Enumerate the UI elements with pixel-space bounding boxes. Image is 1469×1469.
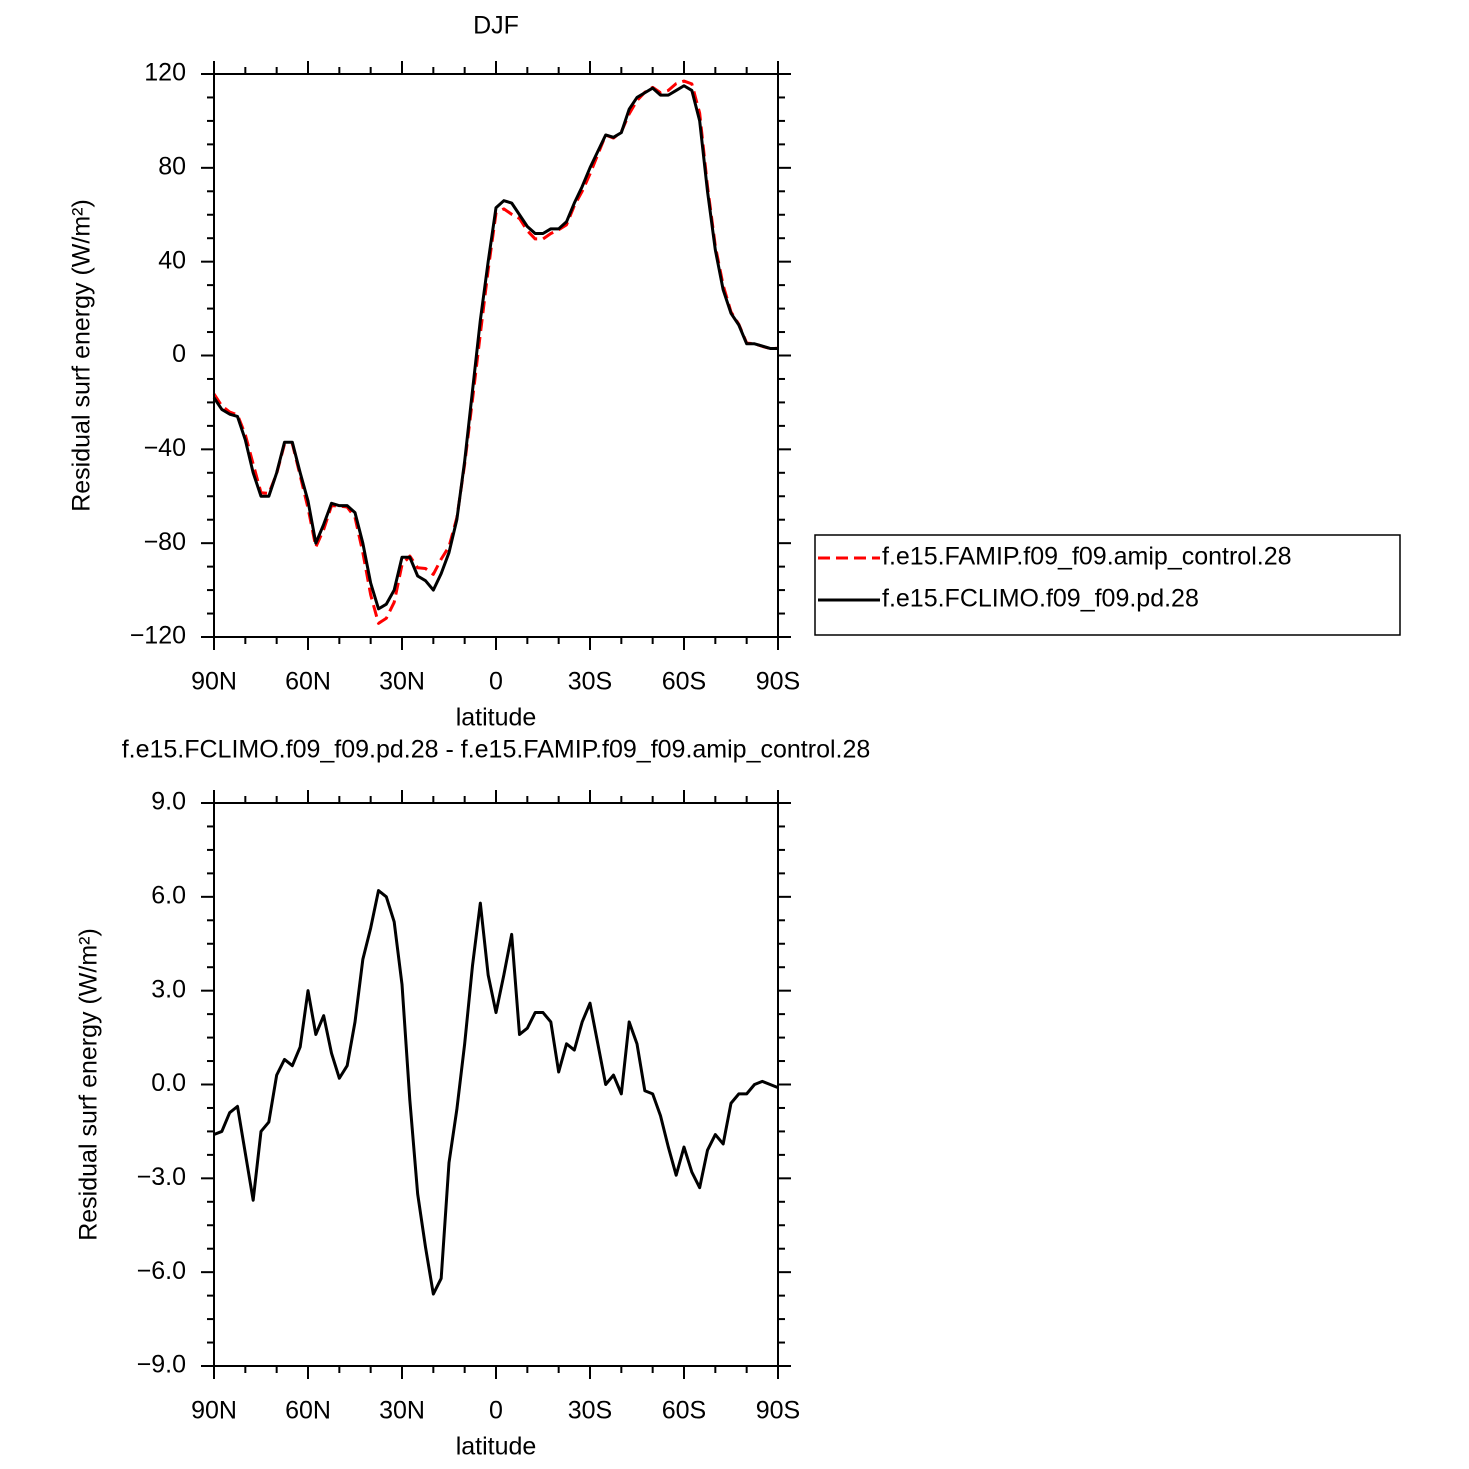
y-axis-label: Residual surf energy (W/m²)	[75, 928, 103, 1241]
y-tick-label: −6.0	[137, 1257, 186, 1285]
y-tick-label: −40	[144, 434, 186, 462]
chart-title: f.e15.FCLIMO.f09_f09.pd.28 - f.e15.FAMIP…	[122, 736, 871, 764]
series-line	[213, 889, 779, 1296]
x-axis-label: latitude	[456, 1433, 537, 1461]
y-tick-label: −9.0	[137, 1351, 186, 1379]
x-tick-label: 60N	[285, 1397, 331, 1425]
x-tick-label: 60S	[662, 668, 706, 696]
legend-box	[814, 534, 1401, 636]
x-tick-label: 60S	[662, 1397, 706, 1425]
y-tick-label: 9.0	[151, 788, 186, 816]
x-tick-label: 30N	[379, 1397, 425, 1425]
y-tick-label: 40	[158, 246, 186, 274]
y-tick-label: 120	[144, 59, 186, 87]
x-tick-label: 60N	[285, 668, 331, 696]
x-tick-label: 0	[489, 1397, 503, 1425]
y-axis-label: Residual surf energy (W/m²)	[68, 199, 96, 512]
y-tick-label: 0	[172, 340, 186, 368]
x-tick-label: 90N	[191, 1397, 237, 1425]
x-tick-label: 90S	[756, 668, 800, 696]
x-axis-label: latitude	[456, 704, 537, 732]
plot-frame	[213, 802, 779, 1367]
y-tick-label: 3.0	[151, 975, 186, 1003]
x-tick-label: 30S	[568, 668, 612, 696]
legend-label: f.e15.FAMIP.f09_f09.amip_control.28	[882, 543, 1292, 571]
y-tick-label: 0.0	[151, 1069, 186, 1097]
x-tick-label: 90S	[756, 1397, 800, 1425]
x-tick-label: 30N	[379, 668, 425, 696]
y-tick-label: −120	[130, 622, 186, 650]
plot-frame	[213, 73, 779, 638]
y-tick-label: −3.0	[137, 1163, 186, 1191]
series-line	[212, 79, 779, 625]
y-tick-label: 80	[158, 152, 186, 180]
chart-title: DJF	[473, 12, 519, 40]
x-tick-label: 30S	[568, 1397, 612, 1425]
legend-label: f.e15.FCLIMO.f09_f09.pd.28	[882, 585, 1199, 613]
y-tick-label: 6.0	[151, 881, 186, 909]
y-tick-label: −80	[144, 528, 186, 556]
x-tick-label: 0	[489, 668, 503, 696]
series-line	[212, 84, 778, 611]
x-tick-label: 90N	[191, 668, 237, 696]
